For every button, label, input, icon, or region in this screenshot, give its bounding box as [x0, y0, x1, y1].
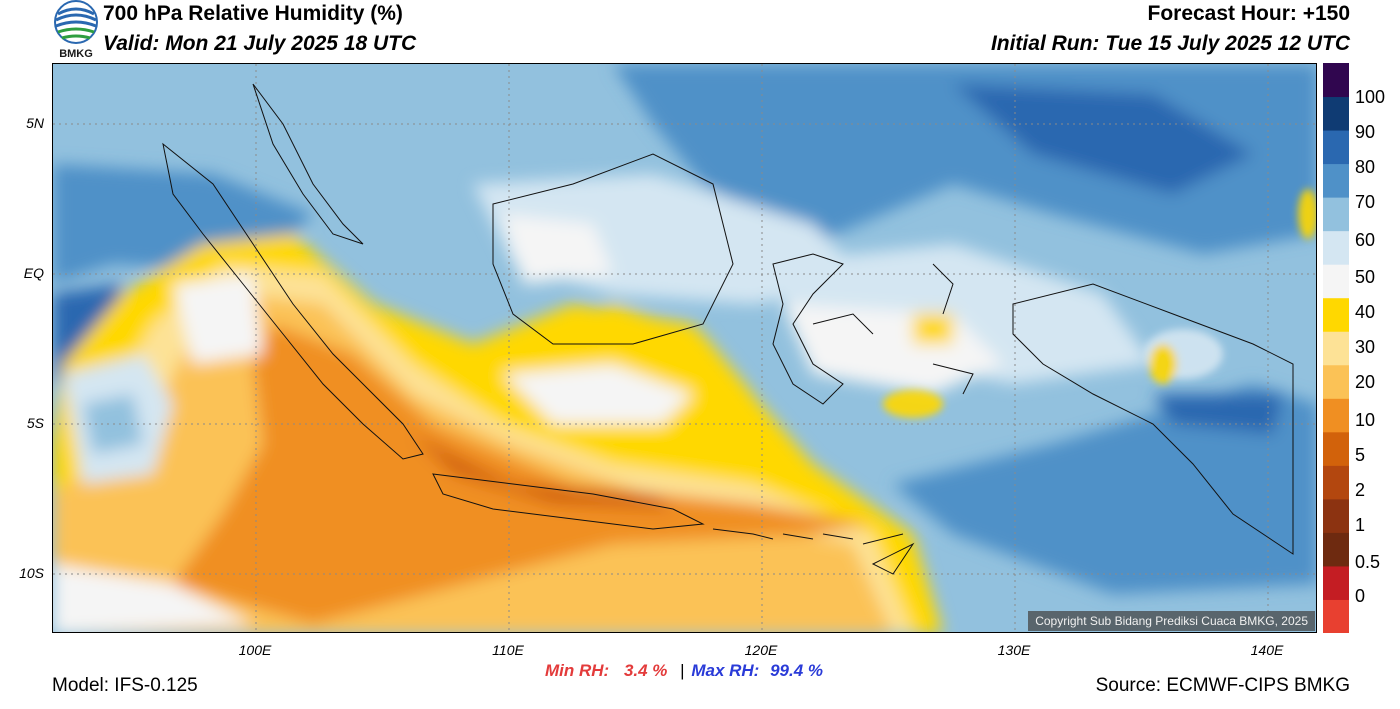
initial-run: Initial Run: Tue 15 July 2025 12 UTC	[990, 32, 1350, 55]
max-rh-label: Max RH:	[691, 661, 760, 680]
colorbar-swatch	[1323, 465, 1349, 500]
colorbar	[1323, 63, 1349, 634]
stats-separator: |	[680, 661, 685, 680]
humidity-map	[52, 63, 1317, 633]
model-label: Model: IFS-0.125	[52, 675, 198, 696]
colorbar-swatch	[1323, 331, 1349, 366]
colorbar-swatch	[1323, 599, 1349, 634]
valid-time: Valid: Mon 21 July 2025 18 UTC	[103, 32, 417, 55]
bmkg-logo-icon	[54, 0, 98, 44]
colorbar-label: 2	[1355, 480, 1366, 500]
colorbar-swatches	[1323, 63, 1349, 634]
colorbar-swatch	[1323, 431, 1349, 466]
colorbar-swatch	[1323, 532, 1349, 567]
lat-label-5n: 5N	[26, 115, 44, 131]
max-rh-value: 99.4 %	[770, 661, 824, 680]
colorbar-swatch	[1323, 130, 1349, 165]
colorbar-swatch	[1323, 163, 1349, 198]
colorbar-swatch	[1323, 96, 1349, 131]
colorbar-swatch	[1323, 197, 1349, 232]
colorbar-label: 0.5	[1355, 552, 1381, 572]
colorbar-swatch	[1323, 63, 1349, 98]
lon-label-110e: 110E	[492, 642, 524, 658]
colorbar-label: 30	[1355, 337, 1376, 357]
colorbar-label: 70	[1355, 192, 1376, 212]
bmkg-logo: BMKG	[52, 0, 100, 62]
colorbar-swatch	[1323, 498, 1349, 533]
colorbar-label: 0	[1355, 586, 1366, 606]
colorbar-label: 60	[1355, 230, 1376, 250]
colorbar-label: 100	[1355, 87, 1386, 107]
lat-label-eq: EQ	[23, 265, 44, 281]
colorbar-swatch	[1323, 364, 1349, 399]
colorbar-label: 40	[1355, 302, 1376, 322]
lon-label-140e: 140E	[1250, 642, 1284, 658]
copyright-notice: Copyright Sub Bidang Prediksi Cuaca BMKG…	[1028, 611, 1315, 631]
colorbar-label: 10	[1355, 410, 1376, 430]
colorbar-swatch	[1323, 565, 1349, 600]
colorbar-swatch	[1323, 297, 1349, 332]
colorbar-swatch	[1323, 264, 1349, 299]
colorbar-label: 50	[1355, 267, 1376, 287]
colorbar-label: 5	[1355, 445, 1366, 465]
min-rh-label: Min RH:	[545, 661, 610, 680]
source-label: Source: ECMWF-CIPS BMKG	[1095, 675, 1350, 696]
colorbar-swatch	[1323, 398, 1349, 433]
min-rh-value: 3.4 %	[623, 661, 668, 680]
lat-label-5s: 5S	[26, 415, 44, 431]
forecast-hour: Forecast Hour: +150	[1147, 2, 1351, 25]
humidity-field	[53, 64, 1316, 632]
map-title: 700 hPa Relative Humidity (%)	[103, 2, 403, 25]
rh-stats: Min RH: 3.4 % | Max RH: 99.4 %	[545, 661, 823, 681]
logo-label: BMKG	[59, 48, 93, 60]
lon-label-100e: 100E	[238, 642, 272, 658]
lat-label-10s: 10S	[19, 565, 44, 581]
colorbar-label: 20	[1355, 372, 1376, 392]
lon-label-130e: 130E	[997, 642, 1031, 658]
colorbar-label: 90	[1355, 122, 1376, 142]
colorbar-label: 80	[1355, 157, 1376, 177]
lon-label-120e: 120E	[744, 642, 778, 658]
colorbar-label: 1	[1355, 515, 1366, 535]
colorbar-swatch	[1323, 230, 1349, 265]
